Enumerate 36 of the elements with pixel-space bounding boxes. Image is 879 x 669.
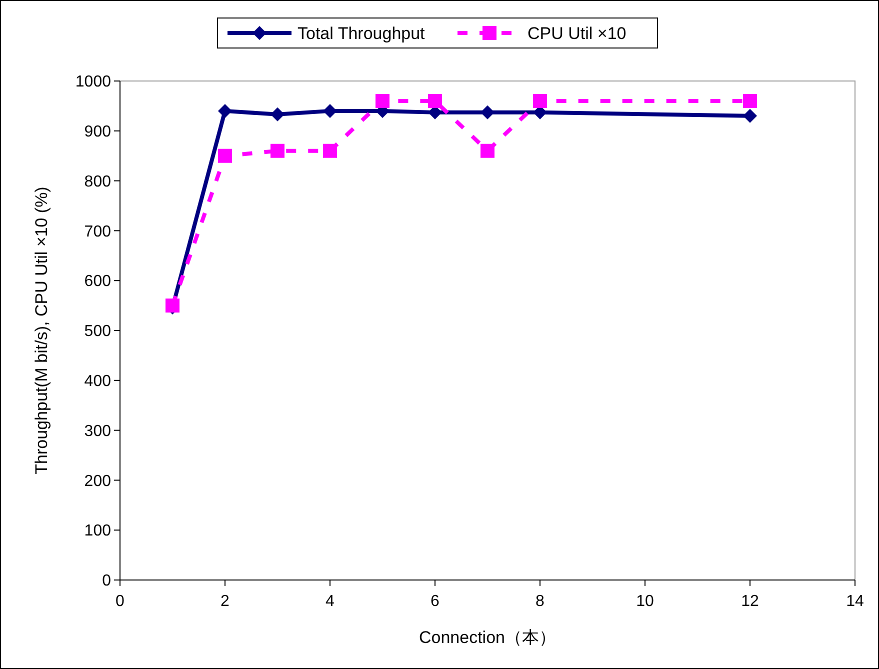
y-tick-label: 500 [84, 323, 112, 340]
x-tick-label: 2 [220, 593, 230, 610]
point [743, 108, 757, 123]
point [218, 104, 232, 118]
point [270, 107, 284, 122]
legend-label: Total Throughput [298, 24, 426, 43]
y-tick-label: 100 [84, 522, 112, 540]
point [743, 94, 757, 108]
y-tick-label: 900 [84, 124, 112, 140]
x-tick-label: 6 [430, 593, 440, 610]
x-tick-label: 4 [326, 593, 335, 610]
y-tick-label: 0 [102, 572, 112, 590]
x-tick-label: 8 [536, 593, 545, 610]
y-tick-label: 600 [84, 273, 112, 290]
y-tick-label: 700 [84, 223, 112, 240]
y-tick-label: 300 [84, 422, 112, 440]
point [376, 94, 390, 108]
point [323, 144, 337, 158]
y-tick-label: 1000 [75, 74, 112, 91]
point [533, 94, 547, 108]
y-tick-label: 400 [84, 373, 112, 390]
x-tick-label: 14 [846, 593, 864, 610]
point [218, 148, 232, 163]
x-tick-label: 10 [636, 593, 654, 610]
point [323, 104, 337, 118]
x-tick-label: 12 [741, 593, 759, 610]
y-axis-title: Throughput(M bit/s), CPU Util ×10 (%) [32, 186, 51, 474]
y-tick-label: 800 [84, 173, 112, 190]
point [480, 144, 494, 158]
point [480, 105, 494, 120]
x-tick-label: 0 [116, 593, 125, 610]
y-tick-label: 200 [84, 472, 112, 490]
point [428, 94, 442, 108]
point [270, 144, 284, 158]
legend-label: CPU Util ×10 [528, 24, 626, 43]
x-axis-title: Connection（本） [418, 628, 556, 647]
